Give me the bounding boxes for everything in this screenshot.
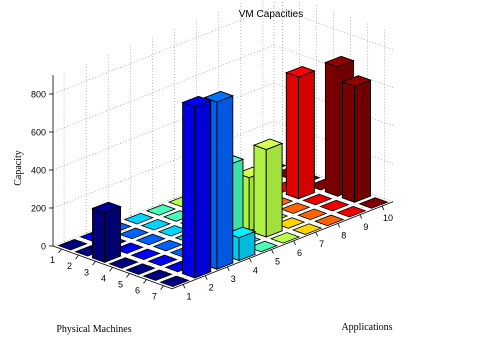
bar-face-side xyxy=(104,205,122,263)
y-tick-label: 5 xyxy=(275,257,280,267)
y-tick-label: 10 xyxy=(383,213,393,223)
floor-tile xyxy=(118,227,149,240)
floor-tile xyxy=(57,238,88,251)
bars xyxy=(91,55,372,279)
x-tick-label: 4 xyxy=(101,273,106,283)
floor-tile xyxy=(358,197,389,209)
axes xyxy=(49,75,394,290)
y-tick-mark xyxy=(226,266,230,272)
bar-face-top xyxy=(203,90,235,103)
floor-tile xyxy=(152,239,183,252)
x-tick-mark xyxy=(58,248,62,254)
y-tick-label: 2 xyxy=(209,283,214,293)
bar-face-top xyxy=(225,226,257,239)
y-tick-mark xyxy=(337,223,341,228)
floor-tile xyxy=(159,275,190,288)
labels: VM Capacities Capacity Physical Machines… xyxy=(13,9,393,335)
y-tick-mark xyxy=(182,284,186,289)
bar-pm7-app2 xyxy=(181,95,212,279)
bar-face-side xyxy=(194,100,212,279)
y-axis-label: Applications xyxy=(341,322,392,333)
y-tick-label: 3 xyxy=(231,274,236,284)
bar-face-front xyxy=(253,144,267,238)
y-tick-mark xyxy=(293,240,296,246)
bar-face-top xyxy=(285,66,316,78)
z-tick-label: 0 xyxy=(41,242,46,252)
z-tick-label: 600 xyxy=(31,128,46,138)
floor-tile xyxy=(291,223,323,235)
z-tick-label: 800 xyxy=(31,90,46,100)
bar-face-top xyxy=(324,55,355,68)
y-tick-mark xyxy=(359,214,363,219)
floor-tile xyxy=(130,248,161,261)
floor-tile xyxy=(336,205,367,218)
floor-tile xyxy=(140,218,172,231)
y-axis-line xyxy=(171,201,394,290)
y-tick-mark xyxy=(271,249,274,254)
bar-face-top xyxy=(181,95,212,108)
y-tick-mark xyxy=(204,275,208,280)
y-tick-mark xyxy=(381,205,385,211)
y-tick-label: 9 xyxy=(363,222,368,232)
floor-tile xyxy=(269,232,301,244)
z-axis-label: Capacity xyxy=(13,150,24,186)
x-tick-label: 1 xyxy=(50,255,55,265)
bar-face-side xyxy=(354,79,371,203)
y-tick-label: 7 xyxy=(319,239,324,249)
x-tick-label: 2 xyxy=(67,261,72,271)
floor-tile xyxy=(145,204,177,216)
x-tick-mark xyxy=(75,254,79,260)
bar-face-top xyxy=(341,75,372,87)
y-tick-label: 6 xyxy=(297,248,302,258)
y-tick-label: 4 xyxy=(253,265,258,275)
floor-tile xyxy=(302,193,333,206)
y-tick-label: 8 xyxy=(341,230,346,240)
bar-face-side xyxy=(298,70,315,200)
bar-face-side xyxy=(265,142,283,238)
bar-face-front xyxy=(92,207,106,263)
floor-tile xyxy=(135,233,166,246)
bar-face-top xyxy=(252,138,284,151)
floor-tile xyxy=(113,242,144,254)
floor-tile xyxy=(297,208,328,221)
bar-face-front xyxy=(285,72,299,200)
y-tick-label: 1 xyxy=(187,291,192,301)
floor-tile xyxy=(125,263,156,275)
floor-tile xyxy=(314,214,345,227)
x-tick-mark xyxy=(160,285,164,290)
z-grid-line xyxy=(52,6,394,95)
bar-face-front xyxy=(324,61,339,197)
x-tick-label: 6 xyxy=(135,286,140,296)
bar-face-front xyxy=(182,101,196,279)
bar-face-top xyxy=(91,201,122,214)
floor-tile xyxy=(319,199,350,212)
y-tick-mark xyxy=(248,258,252,263)
floor-tile xyxy=(280,202,311,214)
x-tick-label: 7 xyxy=(152,292,157,302)
floor-tile xyxy=(142,269,173,281)
z-tick-label: 400 xyxy=(31,166,46,176)
x-axis-label: Physical Machines xyxy=(56,324,131,335)
z-tick-label: 200 xyxy=(31,204,46,214)
x-tick-label: 3 xyxy=(84,267,89,277)
bar-face-side xyxy=(216,95,234,270)
floor-tile xyxy=(108,257,139,269)
y-tick-mark xyxy=(315,231,319,237)
bar-pm6-app6 xyxy=(252,138,284,238)
chart-title: VM Capacities xyxy=(239,9,303,20)
bar-pm6-app10 xyxy=(341,75,372,203)
bar-pm3-app1 xyxy=(91,201,122,263)
bar-face-front xyxy=(341,81,356,203)
floor-tile xyxy=(123,212,155,225)
floor-tile xyxy=(247,240,279,253)
x-tick-label: 5 xyxy=(118,279,123,289)
floor-tile xyxy=(274,217,306,229)
bar-pm4-app9 xyxy=(285,66,316,200)
x-tick-mark xyxy=(92,261,96,266)
floor-tile xyxy=(147,254,178,267)
x-tick-mark xyxy=(126,273,130,278)
x-tick-mark xyxy=(109,267,113,272)
x-tick-mark xyxy=(143,279,147,284)
